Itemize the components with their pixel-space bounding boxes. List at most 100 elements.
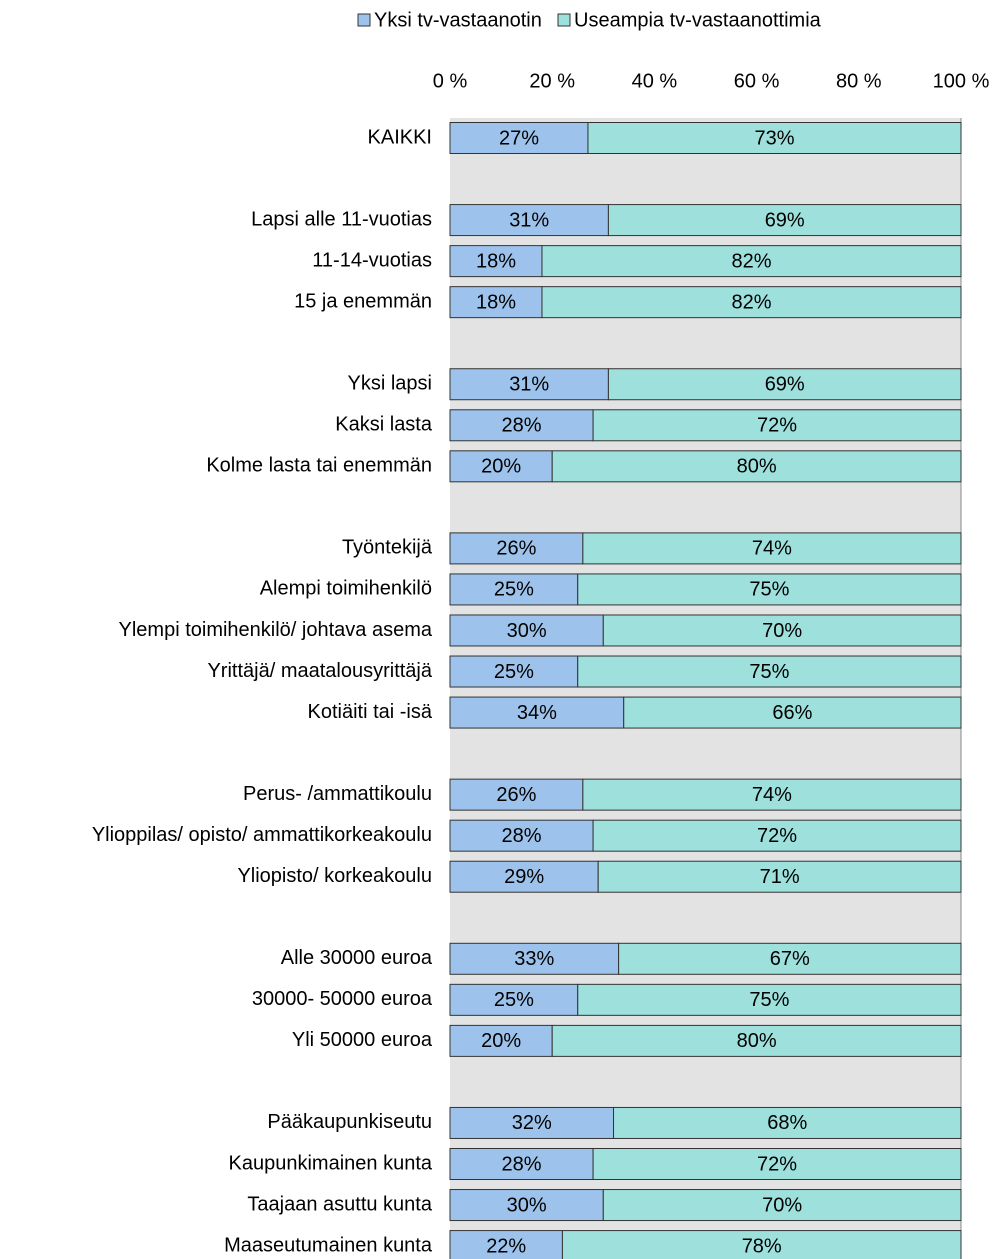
- value-label: 26%: [496, 784, 536, 806]
- category-label: Kaksi lasta: [335, 414, 433, 436]
- value-label: 28%: [502, 415, 542, 437]
- bar-segment: [449, 368, 609, 401]
- value-label: 34%: [517, 702, 557, 724]
- value-label: 74%: [752, 784, 792, 806]
- category-label: Yrittäjä/ maatalousyrittäjä: [207, 660, 432, 682]
- value-label: 75%: [749, 661, 789, 683]
- value-label: 18%: [476, 250, 516, 272]
- bar-segment: [561, 1230, 962, 1259]
- value-label: 78%: [742, 1235, 782, 1257]
- legend-label: Yksi tv-vastaanotin: [374, 9, 542, 31]
- category-label: Kaupunkimainen kunta: [229, 1152, 433, 1174]
- bar-segment: [602, 1189, 962, 1222]
- bar-segment: [592, 819, 962, 852]
- bar-segment: [449, 1148, 594, 1180]
- bar-segment: [597, 860, 962, 893]
- bar-segment: [551, 1024, 962, 1057]
- value-label: 32%: [512, 1112, 552, 1134]
- value-label: 66%: [772, 702, 812, 724]
- value-label: 70%: [762, 620, 802, 642]
- category-label: Yliopisto/ korkeakoulu: [237, 865, 432, 887]
- category-label: Maaseutumainen kunta: [224, 1234, 433, 1256]
- bar-segment: [449, 778, 584, 811]
- bar-segment: [449, 1230, 563, 1259]
- bar-segment: [449, 1024, 553, 1057]
- x-tick-label: 80 %: [836, 70, 882, 92]
- category-label: Alle 30000 euroa: [281, 947, 433, 969]
- value-label: 22%: [486, 1235, 526, 1257]
- bar-segment: [618, 942, 962, 975]
- bar-segment: [449, 819, 594, 852]
- value-label: 69%: [765, 374, 805, 396]
- bar-segment: [592, 1148, 962, 1180]
- value-label: 27%: [499, 127, 539, 149]
- value-label: 73%: [754, 127, 794, 149]
- value-label: 68%: [767, 1112, 807, 1134]
- value-label: 33%: [514, 948, 554, 970]
- bar-segment: [449, 942, 620, 975]
- category-label: Yksi lapsi: [348, 373, 432, 395]
- value-label: 71%: [760, 866, 800, 888]
- bar-segment: [577, 655, 962, 688]
- category-label: 15 ja enemmän: [294, 290, 432, 312]
- bar-segment: [449, 1106, 615, 1139]
- category-label: Taajaan asuttu kunta: [247, 1193, 432, 1215]
- bar-segment: [582, 778, 962, 811]
- value-label: 31%: [509, 374, 549, 396]
- category-label: Perus- /ammattikoulu: [243, 783, 432, 805]
- legend-swatch: [357, 13, 371, 27]
- bar-segment: [577, 573, 962, 606]
- value-label: 72%: [757, 825, 797, 847]
- value-label: 75%: [749, 579, 789, 601]
- category-label: Kotiäiti tai -isä: [308, 701, 433, 723]
- value-label: 80%: [737, 456, 777, 478]
- value-label: 74%: [752, 538, 792, 560]
- value-label: 30%: [507, 1194, 547, 1216]
- x-tick-label: 100 %: [933, 70, 990, 92]
- bar-segment: [602, 614, 962, 647]
- category-label: 30000- 50000 euroa: [252, 988, 433, 1010]
- legend-swatch: [557, 13, 571, 27]
- x-tick-label: 60 %: [734, 70, 780, 92]
- category-label: Ylempi toimihenkilö/ johtava asema: [119, 619, 433, 641]
- bar-segment: [541, 245, 962, 278]
- category-label: Ylioppilas/ opisto/ ammattikorkeakoulu: [92, 824, 432, 846]
- bar-segment: [551, 450, 962, 483]
- bar-segment: [449, 860, 599, 893]
- bar-segment: [449, 614, 604, 647]
- value-label: 30%: [507, 620, 547, 642]
- value-label: 82%: [731, 291, 771, 313]
- category-label: KAIKKI: [368, 126, 432, 148]
- value-label: 18%: [476, 291, 516, 313]
- value-label: 70%: [762, 1194, 802, 1216]
- value-label: 29%: [504, 866, 544, 888]
- bar-segment: [582, 532, 962, 565]
- category-label: Alempi toimihenkilö: [260, 578, 432, 600]
- value-label: 26%: [496, 538, 536, 560]
- category-label: Lapsi alle 11-vuotias: [251, 208, 432, 230]
- value-label: 25%: [494, 661, 534, 683]
- value-label: 75%: [749, 989, 789, 1011]
- value-label: 25%: [494, 989, 534, 1011]
- bar-segment: [623, 696, 962, 729]
- bar-segment: [613, 1106, 962, 1139]
- value-label: 20%: [481, 456, 521, 478]
- bar-segment: [449, 450, 553, 483]
- value-label: 82%: [731, 250, 771, 272]
- value-label: 20%: [481, 1030, 521, 1052]
- value-label: 25%: [494, 579, 534, 601]
- bar-segment: [541, 286, 962, 319]
- bar-segment: [449, 655, 579, 688]
- bar-segment: [607, 368, 962, 401]
- category-label: Yli 50000 euroa: [292, 1029, 433, 1051]
- bar-segment: [607, 204, 962, 237]
- x-tick-label: 20 %: [529, 70, 575, 92]
- legend-label: Useampia tv-vastaanottimia: [574, 9, 822, 31]
- value-label: 69%: [765, 209, 805, 231]
- value-label: 72%: [757, 1153, 797, 1175]
- category-label: 11-14-vuotias: [312, 249, 432, 271]
- bar-segment: [449, 1189, 604, 1222]
- bar-segment: [592, 409, 962, 442]
- bar-segment: [577, 983, 962, 1016]
